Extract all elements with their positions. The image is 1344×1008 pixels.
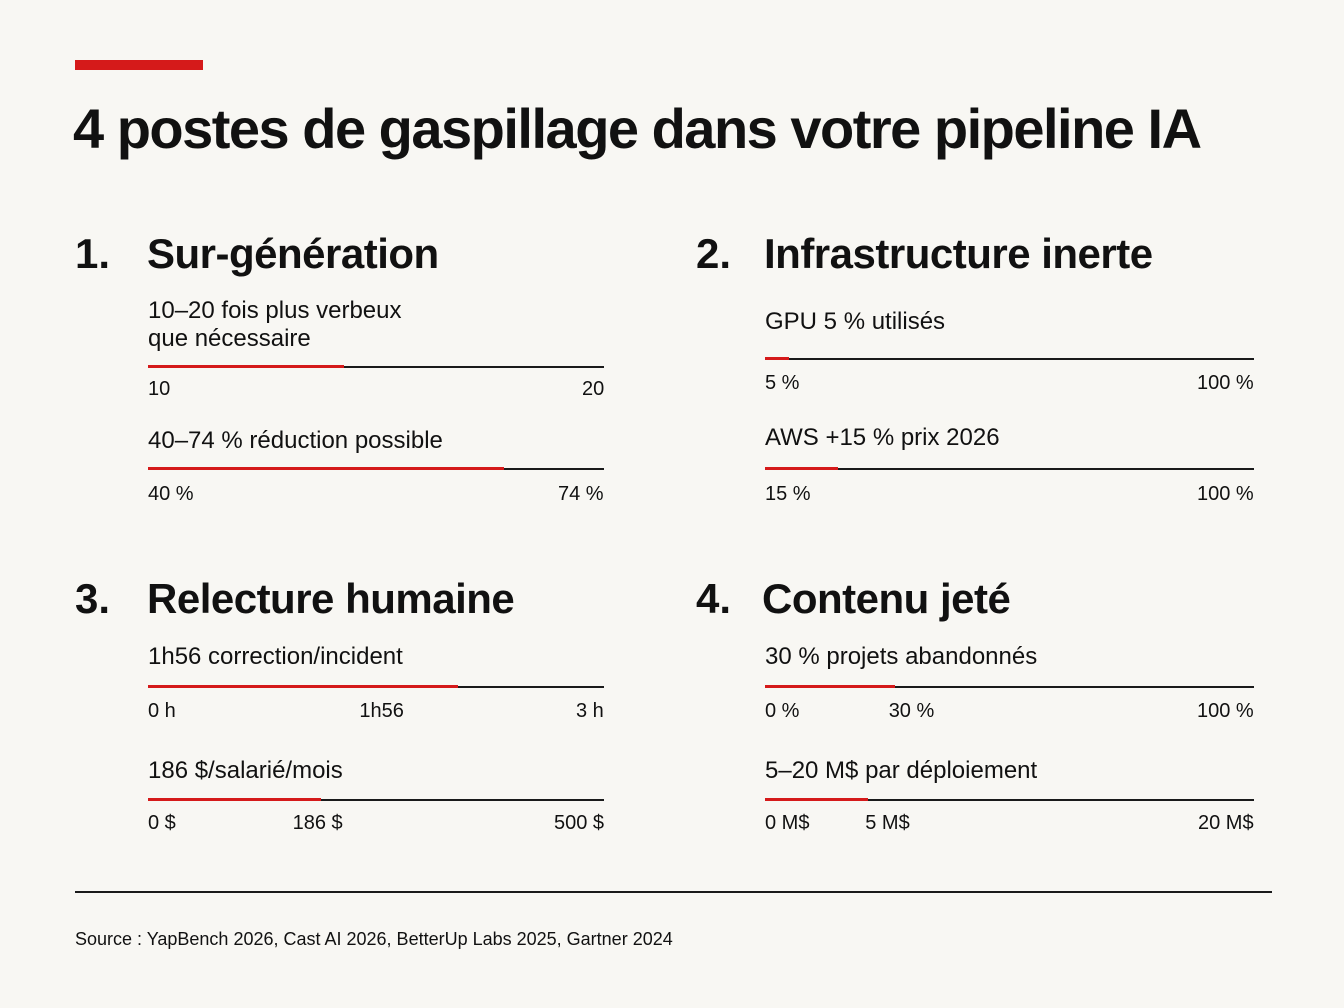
tick-label: 0 h (148, 700, 176, 722)
tick-label: 0 % (765, 700, 800, 722)
page-title: 4 postes de gaspillage dans votre pipeli… (73, 97, 1202, 160)
scale-fill-bar (148, 685, 459, 688)
metric-label-line: que nécessaire (148, 325, 311, 352)
accent-bar (75, 60, 203, 70)
scale-fill-bar (765, 467, 839, 470)
scale-track (148, 467, 604, 470)
source-note: Source : YapBench 2026, Cast AI 2026, Be… (75, 929, 673, 949)
metric-label: 5–20 M$ par déploiement (765, 757, 1037, 785)
metric-label-line: 40–74 % réduction possible (148, 427, 443, 454)
section-title: Sur-génération (147, 230, 439, 277)
tick-label: 20 (582, 378, 605, 400)
metric-label: 40–74 % réduction possible (148, 427, 443, 455)
scale-fill-bar (148, 467, 504, 470)
tick-label: 186 $ (292, 812, 343, 834)
tick-label: 1h56 (359, 700, 404, 722)
tick-label: 10 (148, 378, 171, 400)
metric-label-line: AWS +15 % prix 2026 (765, 424, 1000, 451)
metric-label: AWS +15 % prix 2026 (765, 424, 1000, 452)
metric-label-line: GPU 5 % utilisés (765, 308, 946, 335)
section-number: 3. (75, 575, 111, 622)
tick-label: 20 M$ (1198, 812, 1254, 834)
scale-fill-bar (765, 685, 895, 688)
metric-label-line: 10–20 fois plus verbeux (148, 297, 402, 324)
tick-label: 100 % (1197, 700, 1254, 722)
metric-label: 30 % projets abandonnés (765, 643, 1037, 671)
scale-fill-bar (765, 798, 868, 801)
footer-rule (75, 891, 1272, 893)
section-title: Relecture humaine (147, 575, 515, 622)
scale-track (765, 467, 1254, 470)
tick-label: 5 M$ (865, 812, 910, 834)
tick-label: 40 % (148, 483, 194, 505)
scale-track (148, 798, 604, 801)
tick-label: 15 % (765, 483, 811, 505)
tick-label: 500 $ (554, 812, 605, 834)
tick-label: 0 $ (148, 812, 176, 834)
metric-label: 10–20 fois plus verbeux que nécessaire (148, 297, 402, 353)
metric-label: 1h56 correction/incident (148, 643, 403, 671)
metric-label-line: 1h56 correction/incident (148, 643, 403, 670)
tick-label: 74 % (558, 483, 604, 505)
section-title: Contenu jeté (762, 575, 1011, 622)
scale-track (765, 685, 1254, 688)
section-number: 1. (75, 230, 111, 277)
tick-label: 100 % (1197, 483, 1254, 505)
scale-track (765, 357, 1254, 360)
metric-label-line: 186 $/salarié/mois (148, 757, 343, 784)
tick-label: 3 h (576, 700, 604, 722)
scale-track (148, 685, 604, 688)
tick-label: 100 % (1197, 372, 1254, 394)
scale-fill-bar (148, 798, 322, 801)
scale-fill-bar (148, 365, 345, 368)
tick-label: 30 % (888, 700, 935, 722)
scale-track (148, 365, 604, 368)
metric-label: GPU 5 % utilisés (765, 308, 945, 336)
section-title: Infrastructure inerte (764, 230, 1153, 277)
section-number: 2. (696, 230, 732, 277)
tick-label: 0 M$ (765, 812, 810, 834)
metric-label: 186 $/salarié/mois (148, 757, 343, 785)
scale-track (765, 798, 1254, 801)
metric-label-line: 30 % projets abandonnés (765, 643, 1038, 670)
tick-label: 5 % (765, 372, 800, 394)
metric-label-line: 5–20 M$ par déploiement (765, 757, 1038, 784)
section-number: 4. (696, 575, 732, 622)
scale-fill-bar (765, 357, 790, 360)
